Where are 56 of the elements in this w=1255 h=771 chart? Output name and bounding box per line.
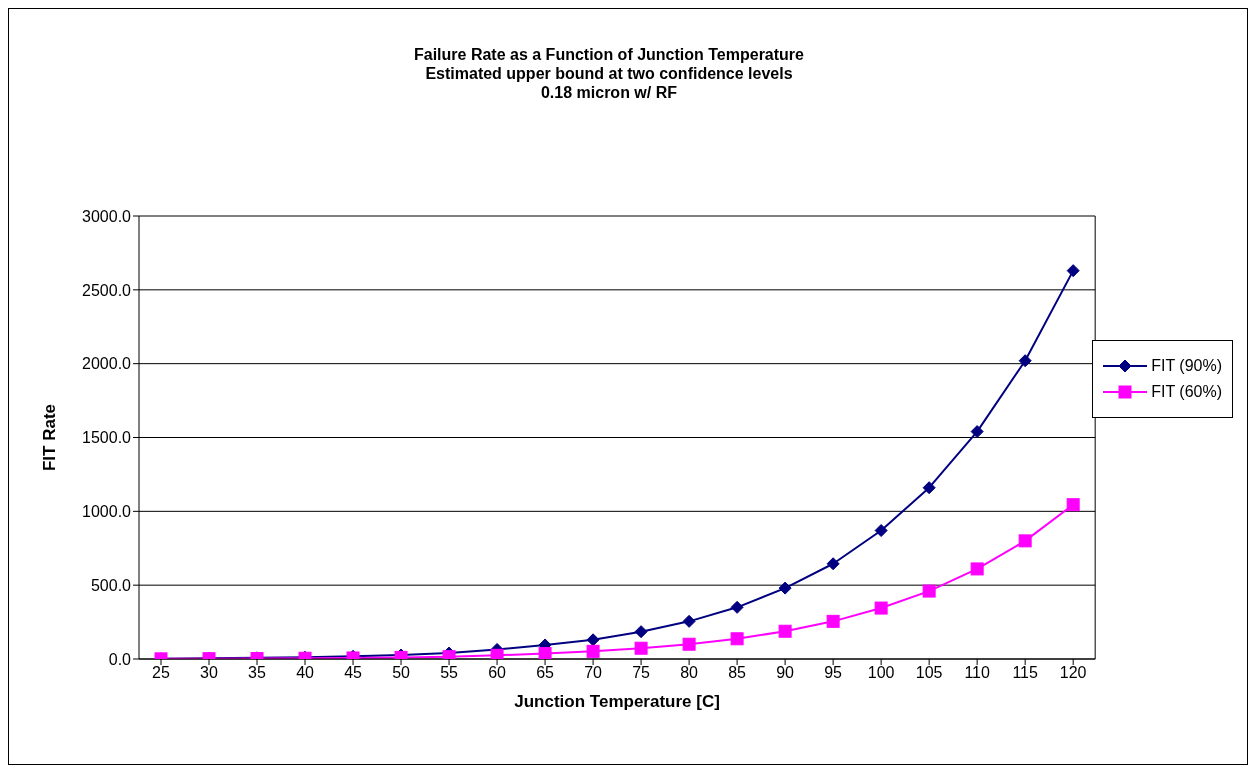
y-tick-label: 0.0 bbox=[108, 650, 132, 668]
legend-label: FIT (60%) bbox=[1151, 383, 1222, 401]
point bbox=[778, 581, 792, 595]
legend-label: FIT (90%) bbox=[1151, 357, 1222, 375]
point bbox=[1018, 534, 1032, 548]
y-tick-label: 2500.0 bbox=[82, 281, 132, 299]
point bbox=[970, 562, 984, 576]
chart-title: Failure Rate as a Function of Junction Temperature Estimated upper bound at two confidence levels 0.18 micron w/ RF bbox=[413, 45, 805, 102]
point bbox=[1066, 498, 1080, 512]
x-tick-label: 55 bbox=[440, 664, 459, 682]
point bbox=[538, 647, 552, 659]
x-tick-label: 120 bbox=[1059, 664, 1087, 682]
point bbox=[970, 425, 984, 439]
x-tick-label: 35 bbox=[248, 664, 267, 682]
x-tick-label: 90 bbox=[776, 664, 795, 682]
x-tick-label: 115 bbox=[1012, 664, 1039, 682]
x-tick-label: 70 bbox=[584, 664, 603, 682]
point bbox=[586, 633, 600, 647]
x-tick-label: 75 bbox=[632, 664, 651, 682]
x-tick-label: 60 bbox=[488, 664, 507, 682]
x-tick-label: 100 bbox=[867, 664, 895, 682]
y-tick-label: 500.0 bbox=[90, 576, 132, 594]
point bbox=[874, 601, 888, 615]
point bbox=[778, 624, 792, 638]
point bbox=[1066, 264, 1080, 278]
x-tick-label: 45 bbox=[344, 664, 363, 682]
point bbox=[1018, 354, 1032, 368]
point bbox=[922, 481, 936, 495]
x-tick-label: 40 bbox=[296, 664, 315, 682]
x-tick-label: 110 bbox=[964, 664, 991, 682]
x-tick-label: 85 bbox=[728, 664, 747, 682]
point bbox=[586, 644, 600, 658]
point bbox=[730, 600, 744, 614]
point bbox=[490, 648, 504, 659]
point bbox=[826, 557, 840, 571]
point bbox=[682, 637, 696, 651]
x-tick-label: 105 bbox=[915, 664, 943, 682]
point bbox=[634, 625, 648, 639]
point bbox=[682, 614, 696, 628]
point bbox=[922, 584, 936, 598]
x-tick-label: 25 bbox=[152, 664, 170, 682]
y-tick-label: 2000.0 bbox=[82, 355, 132, 373]
x-axis-title: Junction Temperature [C] bbox=[514, 692, 720, 711]
x-tick-label: 80 bbox=[680, 664, 699, 682]
x-tick-label: 95 bbox=[824, 664, 843, 682]
x-tick-label: 50 bbox=[392, 664, 411, 682]
x-tick-label: 30 bbox=[200, 664, 219, 682]
point bbox=[730, 632, 744, 646]
point bbox=[634, 641, 648, 655]
y-tick-label: 3000.0 bbox=[82, 207, 132, 225]
y-axis-title: FIT Rate bbox=[40, 403, 60, 472]
x-tick-label: 65 bbox=[536, 664, 555, 682]
y-tick-label: 1000.0 bbox=[82, 503, 132, 521]
y-tick-label: 1500.0 bbox=[82, 429, 132, 447]
point bbox=[826, 614, 840, 628]
point bbox=[874, 524, 888, 538]
